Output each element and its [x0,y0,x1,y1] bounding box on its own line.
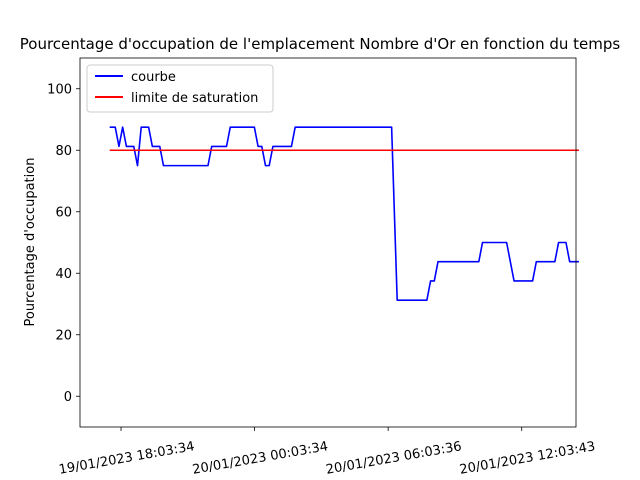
legend-frame [86,64,274,113]
y-axis-label: Pourcentage d'occupation [23,158,38,327]
y-tick-label-0: 0 [64,390,72,405]
plot-frame [79,57,577,428]
x-tick-label-1: 20/01/2023 00:03:34 [191,439,329,478]
legend-label-courbe: courbe [131,70,176,85]
x-tick-label-3: 20/01/2023 12:03:43 [458,439,596,478]
chart-title: Pourcentage d'occupation de l'emplacemen… [20,35,621,53]
legend: courbe limite de saturation [86,64,274,113]
x-tick-label-0: 19/01/2023 18:03:34 [58,439,196,478]
y-tick-label-4: 80 [55,144,72,159]
series-line-0 [109,126,579,301]
y-tick-label-3: 60 [55,205,72,220]
legend-label-saturation: limite de saturation [131,91,258,106]
x-tick-label-2: 20/01/2023 06:03:36 [325,439,463,478]
y-tick-label-5: 100 [47,82,72,97]
y-tick-label-2: 40 [55,267,72,282]
y-tick-label-1: 20 [55,328,72,343]
